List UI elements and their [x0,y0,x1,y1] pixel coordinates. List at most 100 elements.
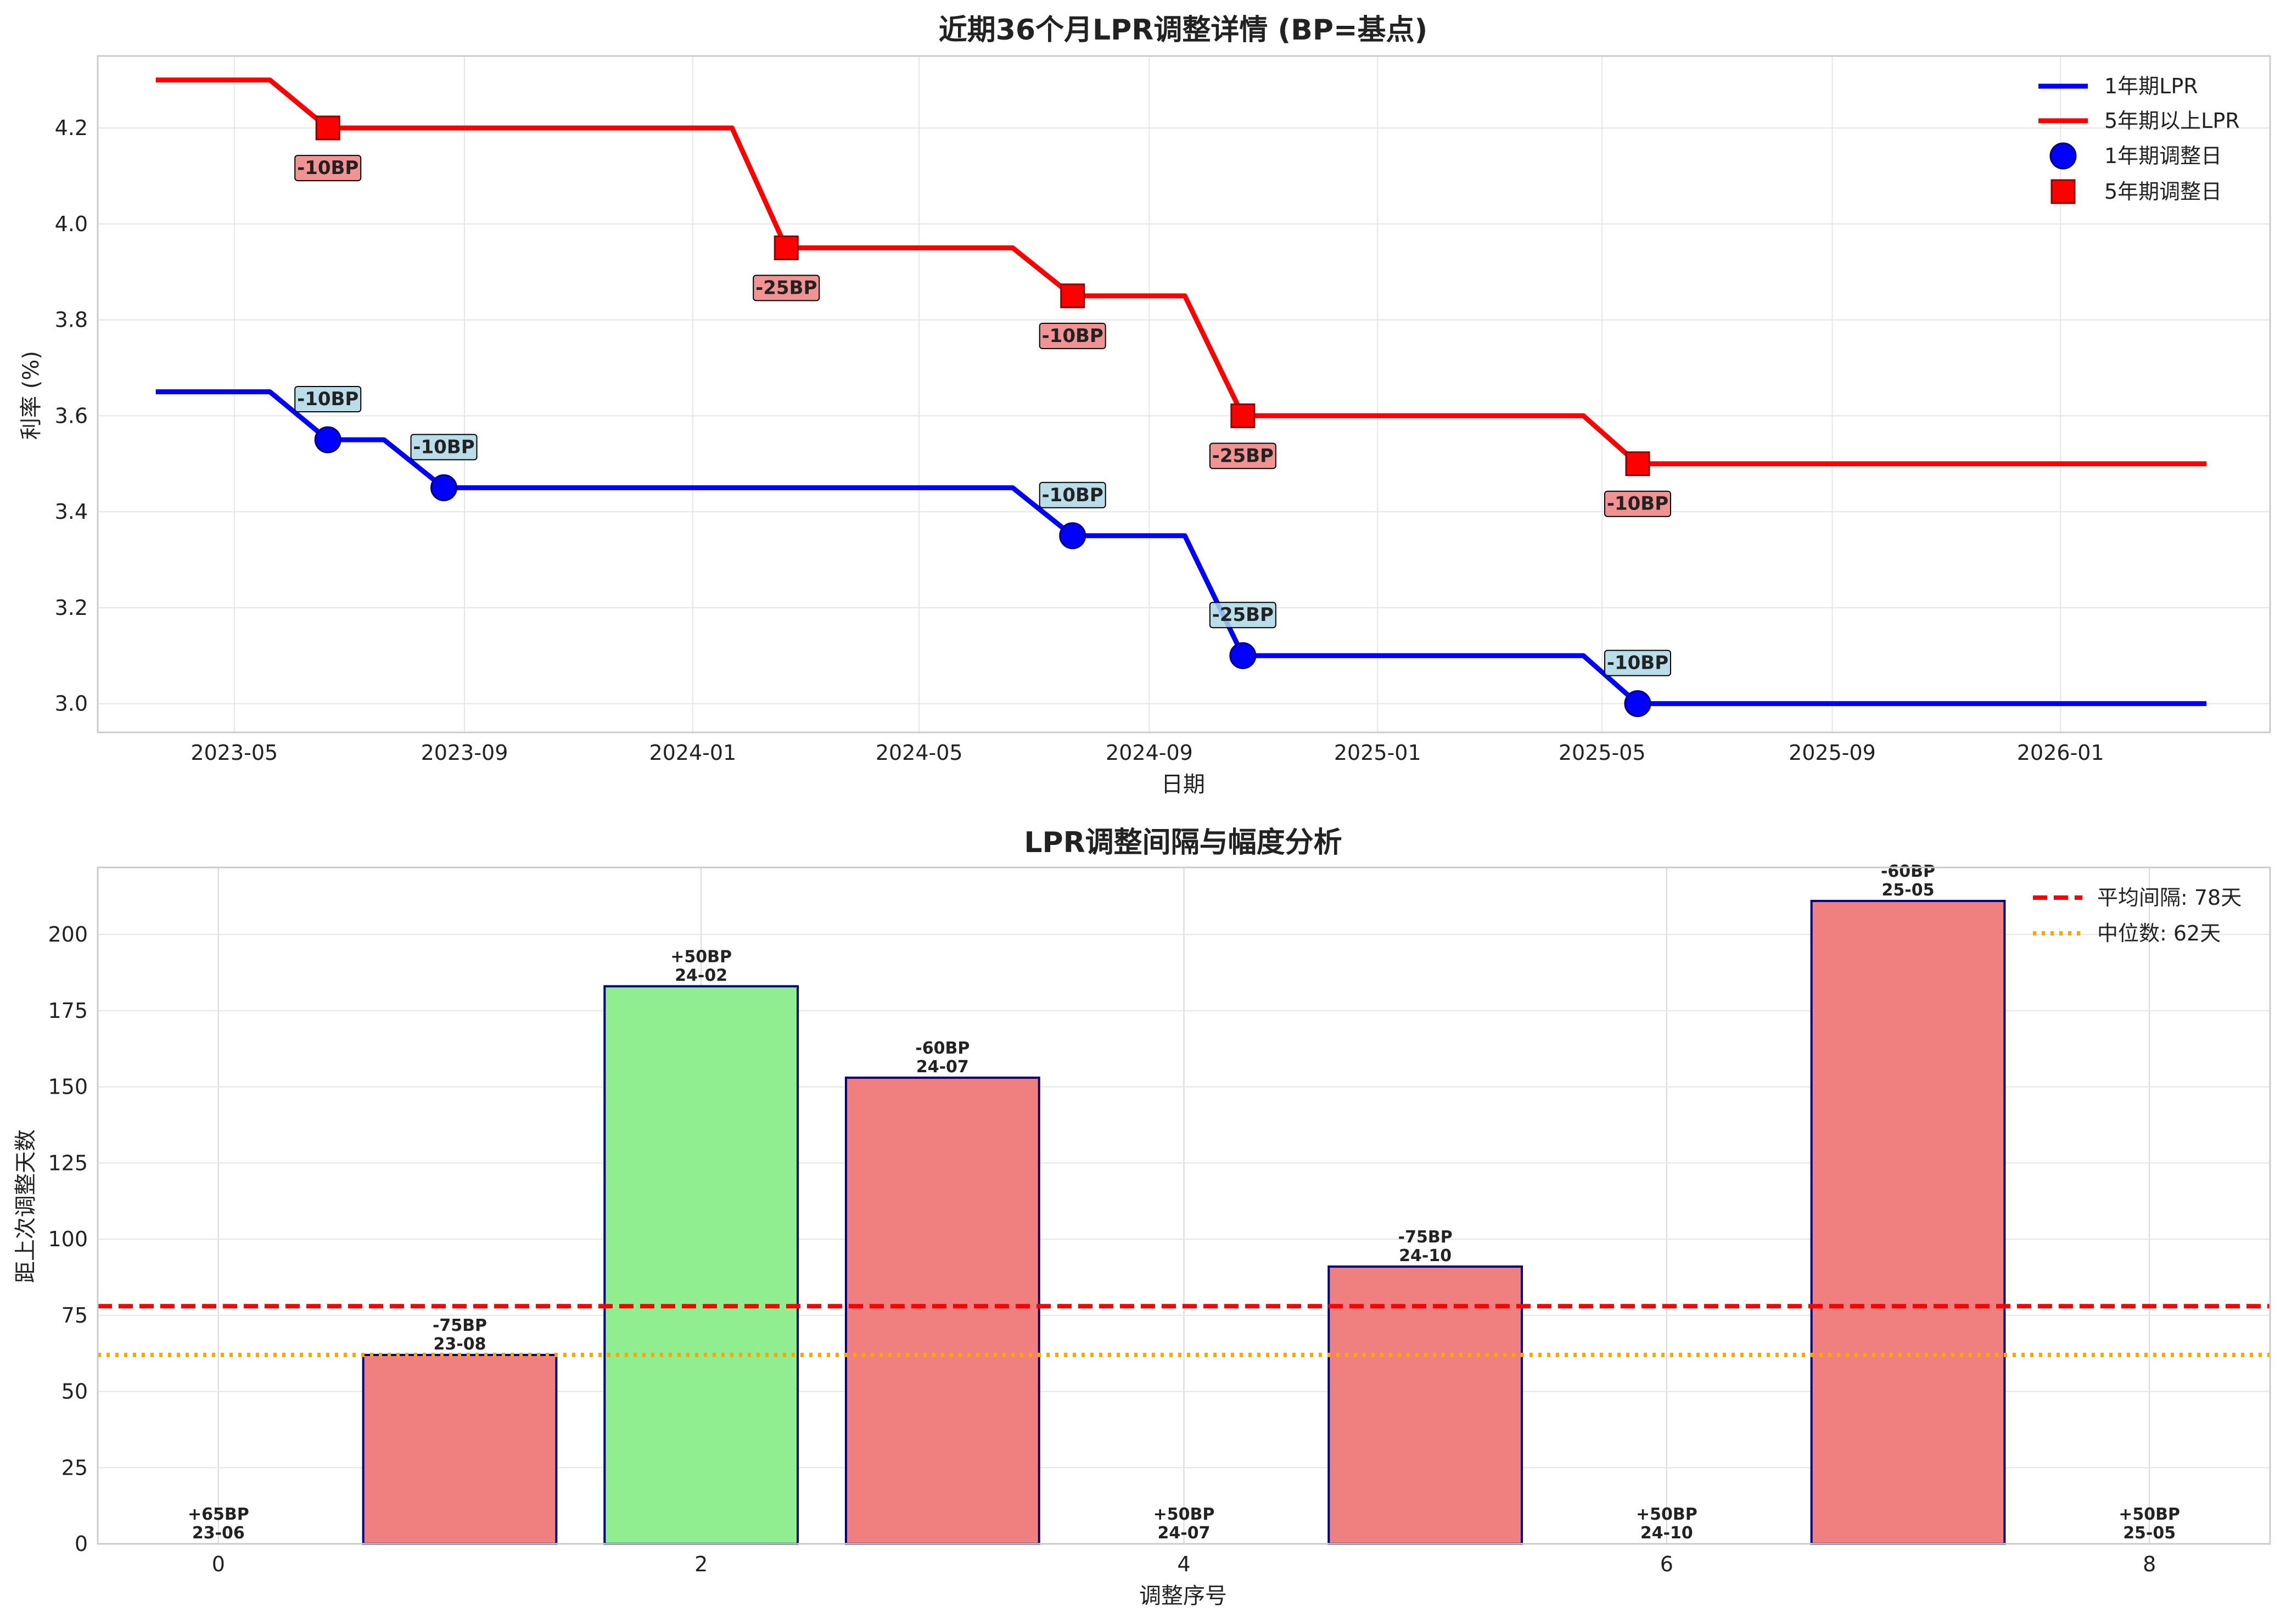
top-x-tick-label: 2024-05 [876,741,963,765]
top-x-tick-label: 2023-09 [421,741,508,765]
label-1y-adjust: -10BP [1607,652,1668,674]
bottom-y-tick-label: 200 [48,922,88,947]
top-plot-frame [97,55,2271,733]
label-box-1y [294,386,362,413]
bottom-y-tick-label: 150 [48,1075,88,1099]
bar-label-date: 24-07 [1158,1524,1211,1543]
label-box-5y [1604,490,1672,517]
bar-label-bp: +65BP [188,1505,249,1524]
legend-label-5y-adjust: 5年期调整日 [2104,180,2222,204]
top-x-tick-label: 2025-05 [1559,741,1646,765]
marker-5y-adjust [774,236,799,261]
bottom-y-tick-label: 25 [61,1455,88,1480]
bottom-y-tick-label: 100 [48,1227,88,1251]
legend-label-5y: 5年期以上LPR [2104,109,2240,133]
legend-label-median: 中位数: 62天 [2097,921,2221,945]
label-1y-adjust: -25BP [1212,604,1274,626]
bar-label-bp: +50BP [1636,1505,1697,1524]
bar-label-bp: -60BP [915,1039,970,1058]
bottom-chart-y-axis-label: 距上次调整天数 [13,1129,38,1283]
bar-label-date: 24-10 [1399,1246,1452,1265]
bottom-y-tick-label: 50 [61,1380,88,1404]
label-5y-adjust: -10BP [297,157,358,179]
bottom-y-tick-label: 125 [48,1151,88,1175]
top-x-tick-label: 2025-01 [1334,741,1421,765]
label-5y-adjust: -10BP [1607,493,1668,515]
interval-bar [844,1076,1040,1545]
top-y-tick-label: 4.2 [55,116,88,140]
bottom-x-tick-label: 8 [2143,1552,2156,1576]
label-box-1y [1209,602,1276,629]
bar-label-date: 25-05 [2123,1524,2176,1543]
bottom-y-tick-label: 0 [75,1532,88,1556]
bar-label-bp: -75BP [1398,1228,1453,1247]
top-chart-y-axis-label: 利率 (%) [19,351,44,440]
legend-marker-1y-adjust [2049,142,2077,170]
bottom-plot-frame [97,866,2271,1545]
bottom-chart-title: LPR调整间隔与幅度分析 [1024,826,1342,859]
label-box-5y [753,275,820,301]
marker-1y-adjust [430,474,458,501]
top-legend: 1年期LPR 5年期以上LPR 1年期调整日 5年期调整日 [2038,74,2240,204]
bar-label-date: 23-06 [192,1524,245,1543]
marker-5y-adjust [1625,451,1650,477]
legend-label-mean: 平均间隔: 78天 [2097,886,2242,910]
top-y-tick-label: 4.0 [55,212,88,236]
bar-label-date: 24-10 [1640,1524,1693,1543]
bottom-x-tick-label: 2 [694,1552,708,1576]
label-box-5y [294,155,362,182]
top-chart-x-axis-label: 日期 [1161,772,1205,797]
bar-label-bp: +50BP [2119,1505,2180,1524]
label-box-1y [1039,481,1106,508]
bar-label-date: 25-05 [1882,881,1935,900]
marker-5y-adjust [1230,403,1256,428]
label-box-1y [410,434,478,461]
top-chart: 近期36个月LPR调整详情 (BP=基点) 日期 利率 (%) 2023-05 2… [19,14,2271,797]
label-1y-adjust: -10BP [1042,484,1103,506]
top-x-tick-label: 2025-09 [1789,741,1876,765]
bottom-chart-x-axis-label: 调整序号 [1139,1583,1227,1609]
interval-bar [1810,900,2006,1545]
bar-label-bp: -75BP [433,1316,487,1335]
label-1y-adjust: -10BP [297,388,358,410]
top-x-tick-label: 2026-01 [2017,741,2104,765]
bar-label-bp: -60BP [1881,862,1935,881]
marker-1y-adjust [1229,642,1257,669]
bottom-y-tick-label: 175 [48,999,88,1023]
marker-5y-adjust [315,115,340,141]
bottom-x-tick-label: 6 [1660,1552,1673,1576]
top-y-tick-label: 3.0 [55,692,88,716]
bar-label-date: 24-02 [675,966,727,985]
top-x-tick-label: 2024-01 [649,741,736,765]
marker-1y-adjust [314,426,341,453]
bottom-x-tick-label: 0 [212,1552,225,1576]
bottom-chart: LPR调整间隔与幅度分析 调整序号 距上次调整天数 0 2 4 6 8 0 25 50 75 1… [13,826,2271,1609]
top-y-tick-label: 3.6 [55,404,88,428]
bottom-y-tick-label: 75 [61,1303,88,1328]
label-5y-adjust: -10BP [1042,325,1103,347]
top-x-tick-label: 2024-09 [1106,741,1193,765]
interval-bar [362,1353,558,1545]
legend-label-1y-adjust: 1年期调整日 [2104,144,2222,168]
top-chart-title: 近期36个月LPR调整详情 (BP=基点) [939,14,1428,47]
marker-1y-adjust [1624,690,1651,718]
top-y-tick-label: 3.8 [55,308,88,332]
bottom-legend: 平均间隔: 78天 中位数: 62天 [2033,886,2242,945]
label-box-1y [1604,649,1672,676]
bottom-x-tick-label: 4 [1177,1552,1190,1576]
bar-label-date: 23-08 [434,1335,486,1354]
bar-label-bp: +50BP [670,947,732,966]
interval-bar [1327,1265,1523,1545]
bar-label-date: 24-07 [916,1057,969,1077]
bar-label-bp: +50BP [1153,1505,1215,1524]
legend-label-1y: 1年期LPR [2104,74,2198,98]
interval-bar [603,985,799,1545]
top-x-tick-label: 2023-05 [190,741,278,765]
label-5y-adjust: -25BP [1212,445,1274,467]
marker-1y-adjust [1059,522,1086,550]
marker-5y-adjust [1060,283,1085,309]
label-box-5y [1209,443,1276,469]
legend-marker-5y-adjust [2050,179,2076,204]
top-y-tick-label: 3.4 [55,500,88,524]
